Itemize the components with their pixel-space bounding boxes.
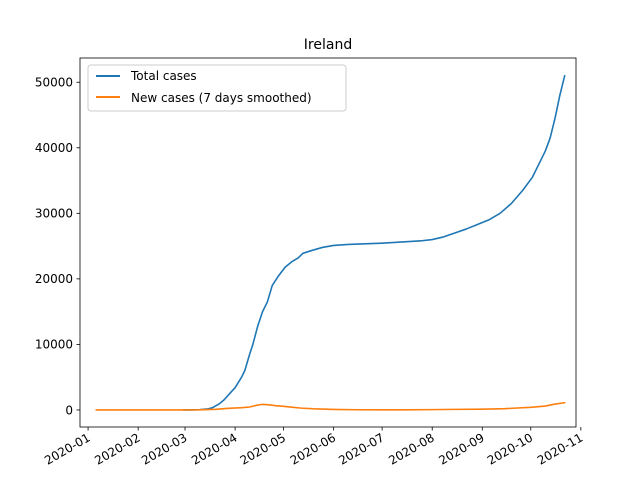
chart-title: Ireland [304, 37, 352, 53]
x-tick-label: 2020-04 [189, 430, 239, 467]
legend-box [87, 64, 347, 112]
x-tick-label: 2020-07 [336, 430, 386, 467]
y-tick-label: 40000 [35, 141, 73, 155]
x-tick-label: 2020-01 [42, 430, 92, 467]
x-tick-label: 2020-10 [485, 430, 535, 467]
x-tick-label: 2020-11 [535, 430, 585, 467]
y-tick-label: 30000 [35, 207, 73, 221]
x-tick-label: 2020-03 [139, 430, 189, 467]
y-tick-label: 20000 [35, 272, 73, 286]
x-tick-label: 2020-08 [386, 430, 436, 467]
plot-frame [79, 57, 577, 428]
y-tick-label: 0 [65, 403, 73, 417]
x-tick-label: 2020-05 [238, 430, 288, 467]
y-tick-label: 10000 [35, 338, 73, 352]
legend: Total cases New cases (7 days smoothed) [87, 64, 347, 112]
series-line-new-cases-7-days-smoothed [95, 401, 566, 411]
x-tick-label: 2020-02 [92, 430, 142, 467]
legend-label-new-cases: New cases (7 days smoothed) [131, 91, 312, 105]
plot-area [95, 74, 566, 411]
x-tick-label: 2020-06 [288, 430, 338, 467]
x-tick-label: 2020-09 [436, 430, 486, 467]
legend-label-total-cases: Total cases [130, 69, 197, 83]
axes: 0 10000 20000 30000 40000 50000 2020-01 2020-02… [35, 57, 585, 468]
y-tick-label: 50000 [35, 76, 73, 90]
series-line-total-cases [182, 74, 566, 411]
